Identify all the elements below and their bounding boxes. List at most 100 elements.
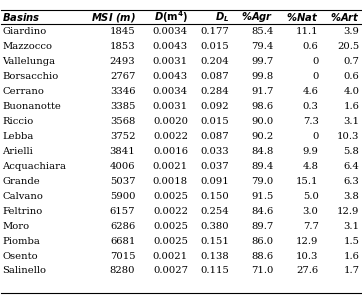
Text: 8280: 8280 (110, 266, 135, 275)
Text: 0.7: 0.7 (344, 57, 359, 66)
Text: 1.7: 1.7 (344, 266, 359, 275)
Text: 2767: 2767 (110, 72, 135, 81)
Text: 6.3: 6.3 (344, 177, 359, 186)
Text: 3.9: 3.9 (344, 27, 359, 37)
Text: 0.6: 0.6 (303, 42, 319, 51)
Text: 4006: 4006 (110, 162, 135, 171)
Text: 4.0: 4.0 (344, 87, 359, 96)
Text: 0.091: 0.091 (200, 177, 229, 186)
Text: Calvano: Calvano (3, 192, 43, 201)
Text: 0.0016: 0.0016 (153, 147, 188, 156)
Text: 85.4: 85.4 (251, 27, 274, 37)
Text: 89.4: 89.4 (251, 162, 274, 171)
Text: 89.7: 89.7 (252, 222, 274, 231)
Text: Vallelunga: Vallelunga (3, 57, 56, 66)
Text: 90.0: 90.0 (252, 117, 274, 126)
Text: $\bfit{Basins}$: $\bfit{Basins}$ (3, 11, 41, 23)
Text: 2493: 2493 (110, 57, 135, 66)
Text: 0.0025: 0.0025 (153, 237, 188, 246)
Text: Borsacchio: Borsacchio (3, 72, 59, 81)
Text: 84.6: 84.6 (252, 207, 274, 216)
Text: 91.5: 91.5 (251, 192, 274, 201)
Text: 0.380: 0.380 (200, 222, 229, 231)
Text: $\bfit{\%Art}$: $\bfit{\%Art}$ (330, 11, 359, 23)
Text: 3.0: 3.0 (303, 207, 319, 216)
Text: 99.8: 99.8 (252, 72, 274, 81)
Text: 5037: 5037 (110, 177, 135, 186)
Text: 0.115: 0.115 (200, 266, 229, 275)
Text: 12.9: 12.9 (296, 237, 319, 246)
Text: 0.150: 0.150 (200, 192, 229, 201)
Text: 6.4: 6.4 (344, 162, 359, 171)
Text: 98.6: 98.6 (252, 102, 274, 111)
Text: Grande: Grande (3, 177, 40, 186)
Text: 0.0027: 0.0027 (153, 266, 188, 275)
Text: 27.6: 27.6 (296, 266, 319, 275)
Text: $\bfit{D}_{\bfit{L}}$: $\bfit{D}_{\bfit{L}}$ (215, 10, 229, 24)
Text: 0.037: 0.037 (200, 162, 229, 171)
Text: Cerrano: Cerrano (3, 87, 45, 96)
Text: 0.3: 0.3 (303, 102, 319, 111)
Text: 0.177: 0.177 (200, 27, 229, 37)
Text: 91.7: 91.7 (251, 87, 274, 96)
Text: Lebba: Lebba (3, 132, 34, 141)
Text: 88.6: 88.6 (252, 252, 274, 260)
Text: 1853: 1853 (110, 42, 135, 51)
Text: 10.3: 10.3 (296, 252, 319, 260)
Text: 0.087: 0.087 (200, 132, 229, 141)
Text: Salinello: Salinello (3, 266, 46, 275)
Text: 6681: 6681 (110, 237, 135, 246)
Text: 0.138: 0.138 (200, 252, 229, 260)
Text: 5900: 5900 (110, 192, 135, 201)
Text: 1.6: 1.6 (344, 252, 359, 260)
Text: $\bfit{\%Agr}$: $\bfit{\%Agr}$ (241, 10, 274, 24)
Text: $\bfit{MSI}$ $\bfit{(m)}$: $\bfit{MSI}$ $\bfit{(m)}$ (90, 10, 135, 23)
Text: $\bfit{D}$$\mathbf{(m^4)}$: $\bfit{D}$$\mathbf{(m^4)}$ (154, 9, 188, 25)
Text: Arielli: Arielli (3, 147, 33, 156)
Text: 3568: 3568 (110, 117, 135, 126)
Text: 86.0: 86.0 (252, 237, 274, 246)
Text: 11.1: 11.1 (296, 27, 319, 37)
Text: Moro: Moro (3, 222, 30, 231)
Text: 0: 0 (312, 132, 319, 141)
Text: 4.6: 4.6 (303, 87, 319, 96)
Text: 0.0043: 0.0043 (153, 72, 188, 81)
Text: 7.7: 7.7 (303, 222, 319, 231)
Text: 3752: 3752 (110, 132, 135, 141)
Text: 0.092: 0.092 (200, 102, 229, 111)
Text: $\bfit{\%Nat}$: $\bfit{\%Nat}$ (286, 11, 319, 23)
Text: 0.087: 0.087 (200, 72, 229, 81)
Text: 12.9: 12.9 (337, 207, 359, 216)
Text: 0.015: 0.015 (200, 42, 229, 51)
Text: 0.254: 0.254 (200, 207, 229, 216)
Text: 0.0031: 0.0031 (153, 57, 188, 66)
Text: 0: 0 (312, 57, 319, 66)
Text: 0.284: 0.284 (200, 87, 229, 96)
Text: 3.1: 3.1 (344, 117, 359, 126)
Text: 6157: 6157 (110, 207, 135, 216)
Text: 0.204: 0.204 (200, 57, 229, 66)
Text: 90.2: 90.2 (252, 132, 274, 141)
Text: Feltrino: Feltrino (3, 207, 43, 216)
Text: 9.9: 9.9 (303, 147, 319, 156)
Text: 0.0034: 0.0034 (153, 87, 188, 96)
Text: 0.0021: 0.0021 (153, 252, 188, 260)
Text: Buonanotte: Buonanotte (3, 102, 62, 111)
Text: Acquachiara: Acquachiara (3, 162, 67, 171)
Text: Osento: Osento (3, 252, 38, 260)
Text: 0.0018: 0.0018 (153, 177, 188, 186)
Text: 4.8: 4.8 (303, 162, 319, 171)
Text: 0.033: 0.033 (200, 147, 229, 156)
Text: 0.151: 0.151 (200, 237, 229, 246)
Text: 15.1: 15.1 (296, 177, 319, 186)
Text: 7.3: 7.3 (303, 117, 319, 126)
Text: 3346: 3346 (110, 87, 135, 96)
Text: 0.0034: 0.0034 (153, 27, 188, 37)
Text: 84.8: 84.8 (251, 147, 274, 156)
Text: 7015: 7015 (110, 252, 135, 260)
Text: 10.3: 10.3 (337, 132, 359, 141)
Text: 1.5: 1.5 (344, 237, 359, 246)
Text: 0.6: 0.6 (344, 72, 359, 81)
Text: 3841: 3841 (110, 147, 135, 156)
Text: 0.0022: 0.0022 (153, 207, 188, 216)
